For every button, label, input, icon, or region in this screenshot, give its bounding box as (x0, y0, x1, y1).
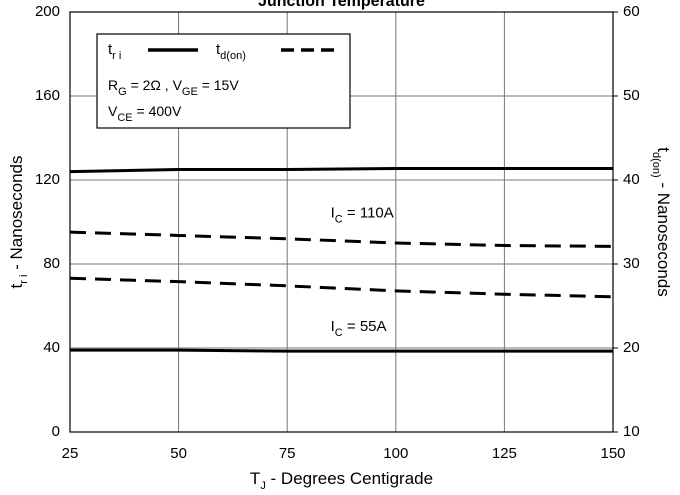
x-axis-label-part: J (260, 480, 266, 492)
legend-label-part: t (216, 41, 221, 58)
legend-note: RG = 2Ω , VGE = 15V (108, 77, 239, 98)
y-tick-label: 40 (43, 339, 60, 356)
series-line (69, 276, 614, 299)
y-tick-label: 120 (35, 171, 60, 188)
legend-label: tr i (108, 41, 121, 62)
legend-note-part: V (108, 103, 118, 119)
y-tick-label: 0 (52, 423, 60, 440)
x-axis-label-part: - Degrees Centigrade (266, 469, 433, 488)
plot-border (69, 11, 614, 433)
legend-note: VCE = 400V (108, 103, 182, 124)
legend-note-part: R (108, 77, 118, 93)
x-tick-label: 75 (279, 445, 296, 462)
y2-axis-label-part: - Nanoseconds (654, 178, 673, 297)
legend-label-part: d(on) (220, 50, 246, 62)
legend-note-part: = 2Ω , V (127, 77, 183, 93)
annotation-part: C (335, 214, 343, 226)
y2-tick-label: 30 (623, 255, 640, 272)
x-axis-label-part: T (250, 469, 260, 488)
series-line (69, 166, 613, 174)
x-tick-label: 100 (383, 445, 408, 462)
legend-label-part: t (108, 41, 113, 58)
x-tick-label: 25 (62, 445, 79, 462)
series-line (70, 348, 613, 353)
legend-note-part: GE (182, 86, 198, 98)
y2-tick-label: 60 (623, 3, 640, 20)
chart-title: Junction Temperature (258, 0, 425, 10)
series-line (69, 230, 614, 248)
x-axis-label: TJ - Degrees Centigrade (250, 469, 433, 491)
y-tick-label: 80 (43, 255, 60, 272)
annotation: IC = 110A (331, 205, 394, 226)
y-axis-label-part: t (7, 283, 26, 288)
annotation-part: C (335, 327, 343, 339)
legend-note-part: G (118, 86, 127, 98)
legend-note-part: CE (117, 112, 132, 124)
annotation-part: = 110A (343, 205, 394, 222)
y2-tick-label: 10 (623, 423, 640, 440)
legend-note-part: = 15V (198, 77, 240, 93)
y-tick-label: 200 (35, 3, 60, 20)
annotation-part: = 55A (343, 318, 387, 335)
annotation-part: I (331, 205, 335, 222)
annotation-part: I (331, 318, 335, 335)
x-tick-label: 125 (492, 445, 517, 462)
legend-label: td(on) (216, 41, 246, 62)
y-axis-label-part: - Nanoseconds (7, 156, 26, 275)
y2-axis-label: td(on) - Nanoseconds (650, 147, 672, 297)
y2-tick-label: 40 (623, 171, 640, 188)
legend-note-part: = 400V (133, 103, 182, 119)
y2-axis-label-part: d(on) (650, 152, 662, 178)
y2-tick-label: 20 (623, 339, 640, 356)
x-tick-label: 50 (170, 445, 187, 462)
legend-label-part: r i (112, 50, 121, 62)
y2-axis-label-part: t (654, 147, 673, 152)
y-tick-label: 160 (35, 87, 60, 104)
y-axis-label-part: r i (18, 275, 30, 284)
y-axis-label: tr i - Nanoseconds (7, 156, 29, 289)
y2-tick-label: 50 (623, 87, 640, 104)
annotation: IC = 55A (331, 318, 387, 339)
x-tick-label: 150 (600, 445, 625, 462)
